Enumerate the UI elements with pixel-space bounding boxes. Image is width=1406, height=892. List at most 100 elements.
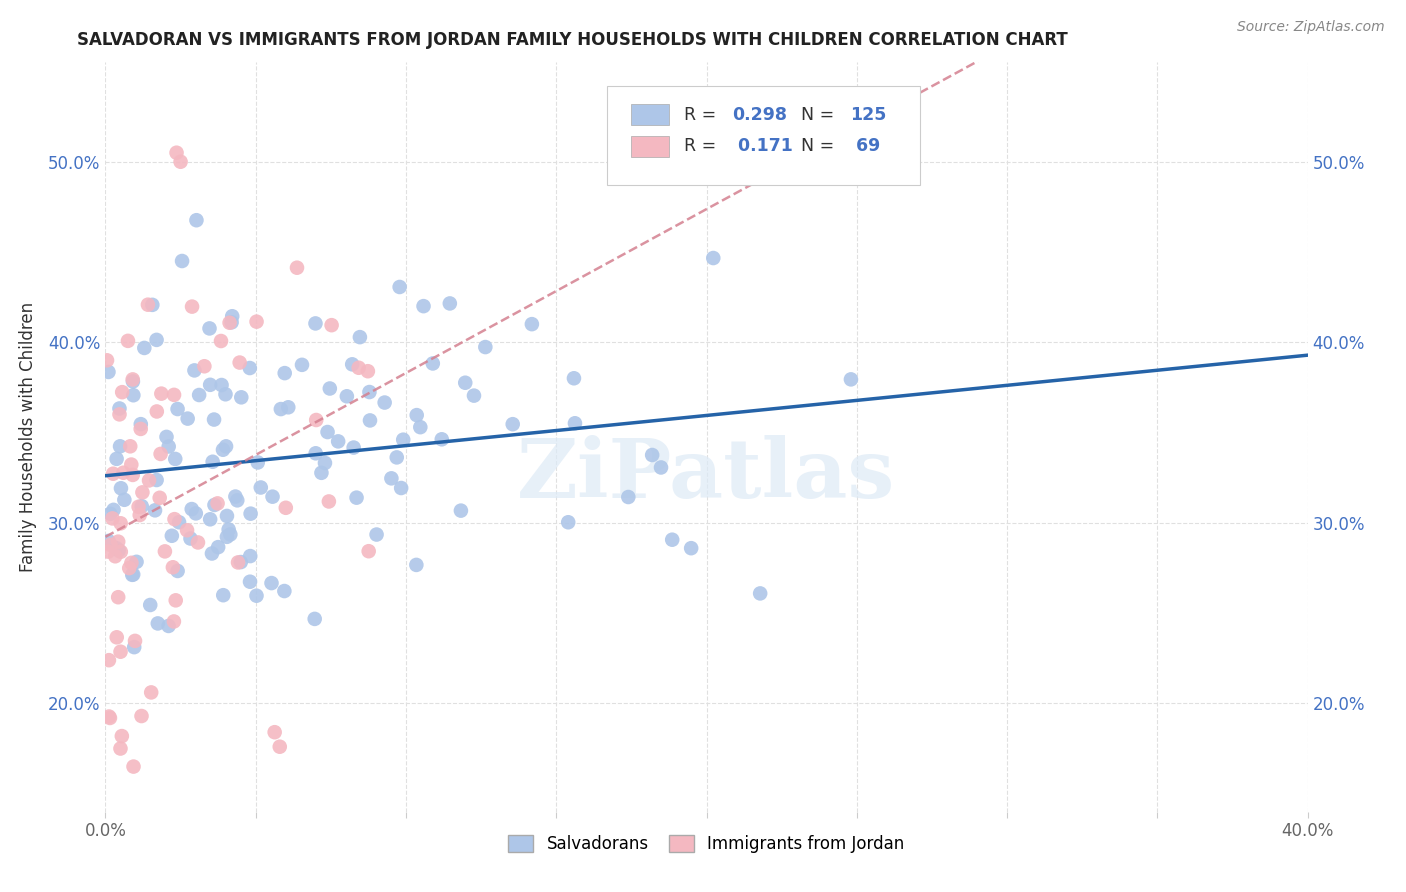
FancyBboxPatch shape: [607, 87, 921, 185]
Point: [96, 353, 118, 368]
Point: [122, 759, 145, 773]
Bar: [631, 136, 669, 157]
Point: [170, 254, 193, 268]
Point: [149, 447, 172, 461]
Point: [118, 561, 141, 575]
Point: [117, 334, 139, 348]
Y-axis label: Family Households with Children: Family Households with Children: [18, 302, 37, 572]
Point: [209, 334, 232, 348]
Point: [120, 439, 142, 453]
Point: [305, 446, 328, 460]
Point: [641, 448, 664, 462]
Point: [277, 401, 299, 415]
Point: [385, 450, 408, 465]
Point: [145, 473, 167, 487]
Point: [176, 411, 198, 425]
Point: [98, 709, 121, 723]
Point: [121, 467, 143, 482]
Point: [343, 441, 366, 455]
Point: [108, 439, 131, 453]
Text: Source: ZipAtlas.com: Source: ZipAtlas.com: [1237, 20, 1385, 34]
Point: [107, 543, 129, 558]
Point: [120, 458, 142, 472]
Point: [215, 508, 238, 523]
Point: [366, 527, 388, 541]
Point: [388, 280, 411, 294]
Legend: Salvadorans, Immigrants from Jordan: Salvadorans, Immigrants from Jordan: [502, 828, 911, 860]
Point: [214, 387, 236, 401]
Point: [167, 515, 190, 529]
Point: [405, 558, 427, 572]
Point: [165, 452, 187, 467]
Point: [239, 361, 262, 376]
Point: [165, 593, 187, 607]
Point: [110, 545, 132, 559]
Point: [155, 430, 177, 444]
Point: [103, 503, 125, 517]
Point: [328, 434, 350, 449]
Point: [112, 492, 135, 507]
Point: [193, 359, 215, 374]
Point: [249, 481, 271, 495]
Point: [274, 500, 297, 515]
Point: [129, 417, 152, 432]
Point: [179, 532, 201, 546]
Point: [100, 507, 122, 521]
Point: [314, 456, 336, 470]
Point: [357, 544, 380, 558]
Text: N =: N =: [801, 137, 841, 155]
Point: [139, 598, 162, 612]
Point: [450, 503, 472, 517]
Point: [239, 507, 262, 521]
Point: [131, 709, 153, 723]
Point: [146, 404, 169, 418]
Point: [749, 586, 772, 600]
Point: [100, 538, 122, 552]
Point: [226, 493, 249, 508]
Point: [215, 530, 238, 544]
Point: [110, 481, 132, 495]
Point: [204, 498, 226, 512]
Text: ZiPatlas: ZiPatlas: [517, 434, 896, 515]
Point: [321, 318, 343, 333]
Point: [162, 560, 184, 574]
Point: [125, 555, 148, 569]
Point: [239, 574, 262, 589]
Point: [218, 316, 240, 330]
Point: [160, 529, 183, 543]
Point: [121, 567, 143, 582]
Point: [273, 584, 295, 599]
Point: [150, 386, 173, 401]
Point: [357, 364, 380, 378]
Point: [122, 640, 145, 654]
Point: [107, 534, 129, 549]
Point: [134, 341, 156, 355]
Point: [285, 260, 308, 275]
Point: [304, 612, 326, 626]
Point: [273, 366, 295, 380]
Point: [221, 315, 243, 329]
Point: [202, 412, 225, 426]
Point: [245, 315, 267, 329]
Text: 0.298: 0.298: [731, 106, 787, 124]
Point: [218, 523, 240, 537]
Point: [111, 729, 134, 743]
Point: [359, 413, 381, 427]
Point: [104, 549, 127, 564]
Point: [304, 317, 326, 331]
Point: [405, 408, 427, 422]
Point: [180, 502, 202, 516]
Point: [146, 616, 169, 631]
Text: 69: 69: [849, 137, 880, 155]
Point: [349, 330, 371, 344]
Point: [617, 490, 640, 504]
Point: [246, 455, 269, 469]
Point: [374, 395, 396, 409]
Point: [110, 741, 132, 756]
Point: [342, 357, 364, 371]
Point: [389, 481, 412, 495]
Point: [129, 422, 152, 436]
Point: [176, 523, 198, 537]
Point: [97, 533, 120, 548]
Text: 0.171: 0.171: [731, 137, 793, 155]
